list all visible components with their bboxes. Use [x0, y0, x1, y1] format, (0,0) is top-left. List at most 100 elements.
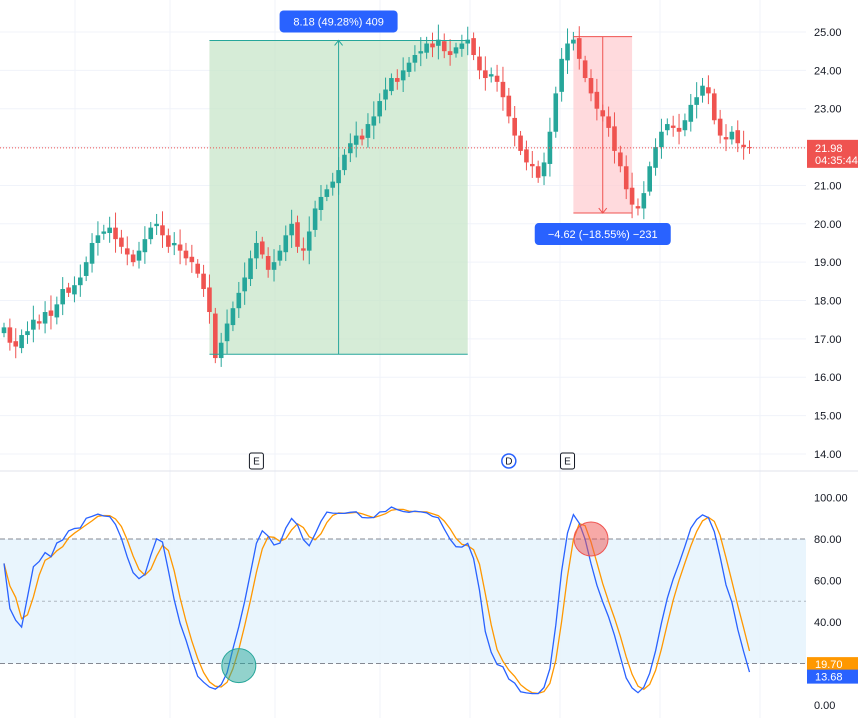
stochastic-k-badge: 13.68 [807, 669, 858, 684]
candle [306, 216, 312, 265]
candle [207, 274, 212, 324]
candle [119, 229, 124, 254]
price-axis-label: 14.00 [814, 449, 842, 461]
candle [359, 128, 365, 146]
candle [471, 32, 476, 61]
candle [576, 26, 582, 70]
candle [213, 307, 218, 364]
candle [101, 224, 107, 240]
candle [477, 46, 482, 80]
candle [66, 282, 71, 297]
candle [588, 69, 594, 102]
candle [183, 242, 189, 266]
candle [735, 120, 741, 153]
candle [42, 301, 48, 334]
candle [324, 184, 330, 202]
price-axis-label: 17.00 [814, 334, 842, 346]
candle [318, 185, 324, 221]
candle [95, 221, 101, 256]
price-axis-label: 21.00 [814, 180, 842, 192]
price-axis-label: 19.00 [814, 257, 842, 269]
candle [54, 296, 60, 325]
price-axis-label: 23.00 [814, 104, 842, 116]
price-axis-label: 24.00 [814, 65, 842, 77]
candle [312, 200, 318, 237]
candle [389, 73, 394, 96]
candle [60, 277, 65, 316]
candle [711, 88, 717, 125]
candle [665, 118, 670, 136]
arrow-head-icon [598, 207, 608, 214]
candle [259, 236, 265, 259]
candle [130, 249, 136, 267]
candle [488, 67, 494, 83]
candle [25, 321, 30, 344]
price-axis[interactable]: 14.00 15.00 16.00 17.00 18.00 19.00 20.00 21.00… [814, 27, 842, 461]
measure-label-text: 8.18 (49.28%) 409 [293, 16, 384, 28]
candle [453, 42, 459, 58]
earnings-marker-icon[interactable]: E [560, 452, 576, 470]
stochastic-k-value: 13.68 [815, 672, 843, 684]
overbought-signal-circle [573, 521, 609, 557]
candle [254, 231, 259, 270]
stochastic-d-value: 19.70 [815, 659, 843, 671]
bar-countdown: 04:35:44 [815, 155, 858, 167]
candle [265, 247, 271, 278]
event-marker-label: E [253, 457, 260, 468]
price-axis-label: 18.00 [814, 296, 842, 308]
candle [48, 295, 54, 330]
candle [136, 241, 142, 269]
stochastic-axis-label: 80.00 [814, 534, 842, 546]
candle [418, 37, 424, 67]
candle [348, 133, 353, 163]
stochastic-k-line [3, 506, 751, 695]
candle [400, 57, 406, 93]
candle [177, 229, 183, 265]
price-axis-label: 16.00 [814, 372, 842, 384]
candle [717, 109, 723, 144]
candle [107, 216, 112, 243]
candle [741, 130, 746, 160]
candle [659, 118, 664, 159]
price-axis-label: 15.00 [814, 411, 842, 423]
candle [13, 328, 19, 359]
candle [271, 249, 277, 282]
candle [383, 77, 388, 111]
candle [682, 113, 688, 137]
candle [295, 215, 300, 253]
candle [113, 212, 118, 253]
dividend-marker-icon[interactable]: D [501, 453, 517, 469]
price-range-measure-overlays: 8.18 (49.28%) 409 −4.62 (−18.55%) −231 [209, 10, 671, 355]
candle [248, 250, 253, 287]
arrow-head-icon [334, 39, 343, 46]
candle [371, 101, 377, 140]
candle [559, 47, 564, 102]
candle [541, 152, 547, 186]
candle [224, 309, 230, 354]
earnings-marker-icon[interactable]: E [248, 452, 264, 470]
candle [594, 78, 600, 121]
candle [160, 211, 165, 248]
candle [195, 259, 201, 278]
candle [218, 332, 224, 367]
candle [465, 26, 471, 56]
stochastic-axis-label: 100.00 [814, 493, 848, 505]
stochastic-axis-label: 0.00 [814, 700, 835, 712]
candle [301, 237, 306, 261]
candle [571, 31, 576, 51]
candle [19, 329, 24, 354]
candle [430, 32, 435, 58]
candle [242, 262, 247, 305]
candle [629, 172, 635, 219]
candle [283, 225, 289, 262]
candle [647, 161, 652, 196]
candle [36, 314, 42, 330]
candle [565, 28, 570, 74]
candle [31, 305, 36, 343]
measure-label: 8.18 (49.28%) 409 [279, 10, 398, 33]
candle [377, 93, 382, 124]
candle [154, 213, 159, 235]
